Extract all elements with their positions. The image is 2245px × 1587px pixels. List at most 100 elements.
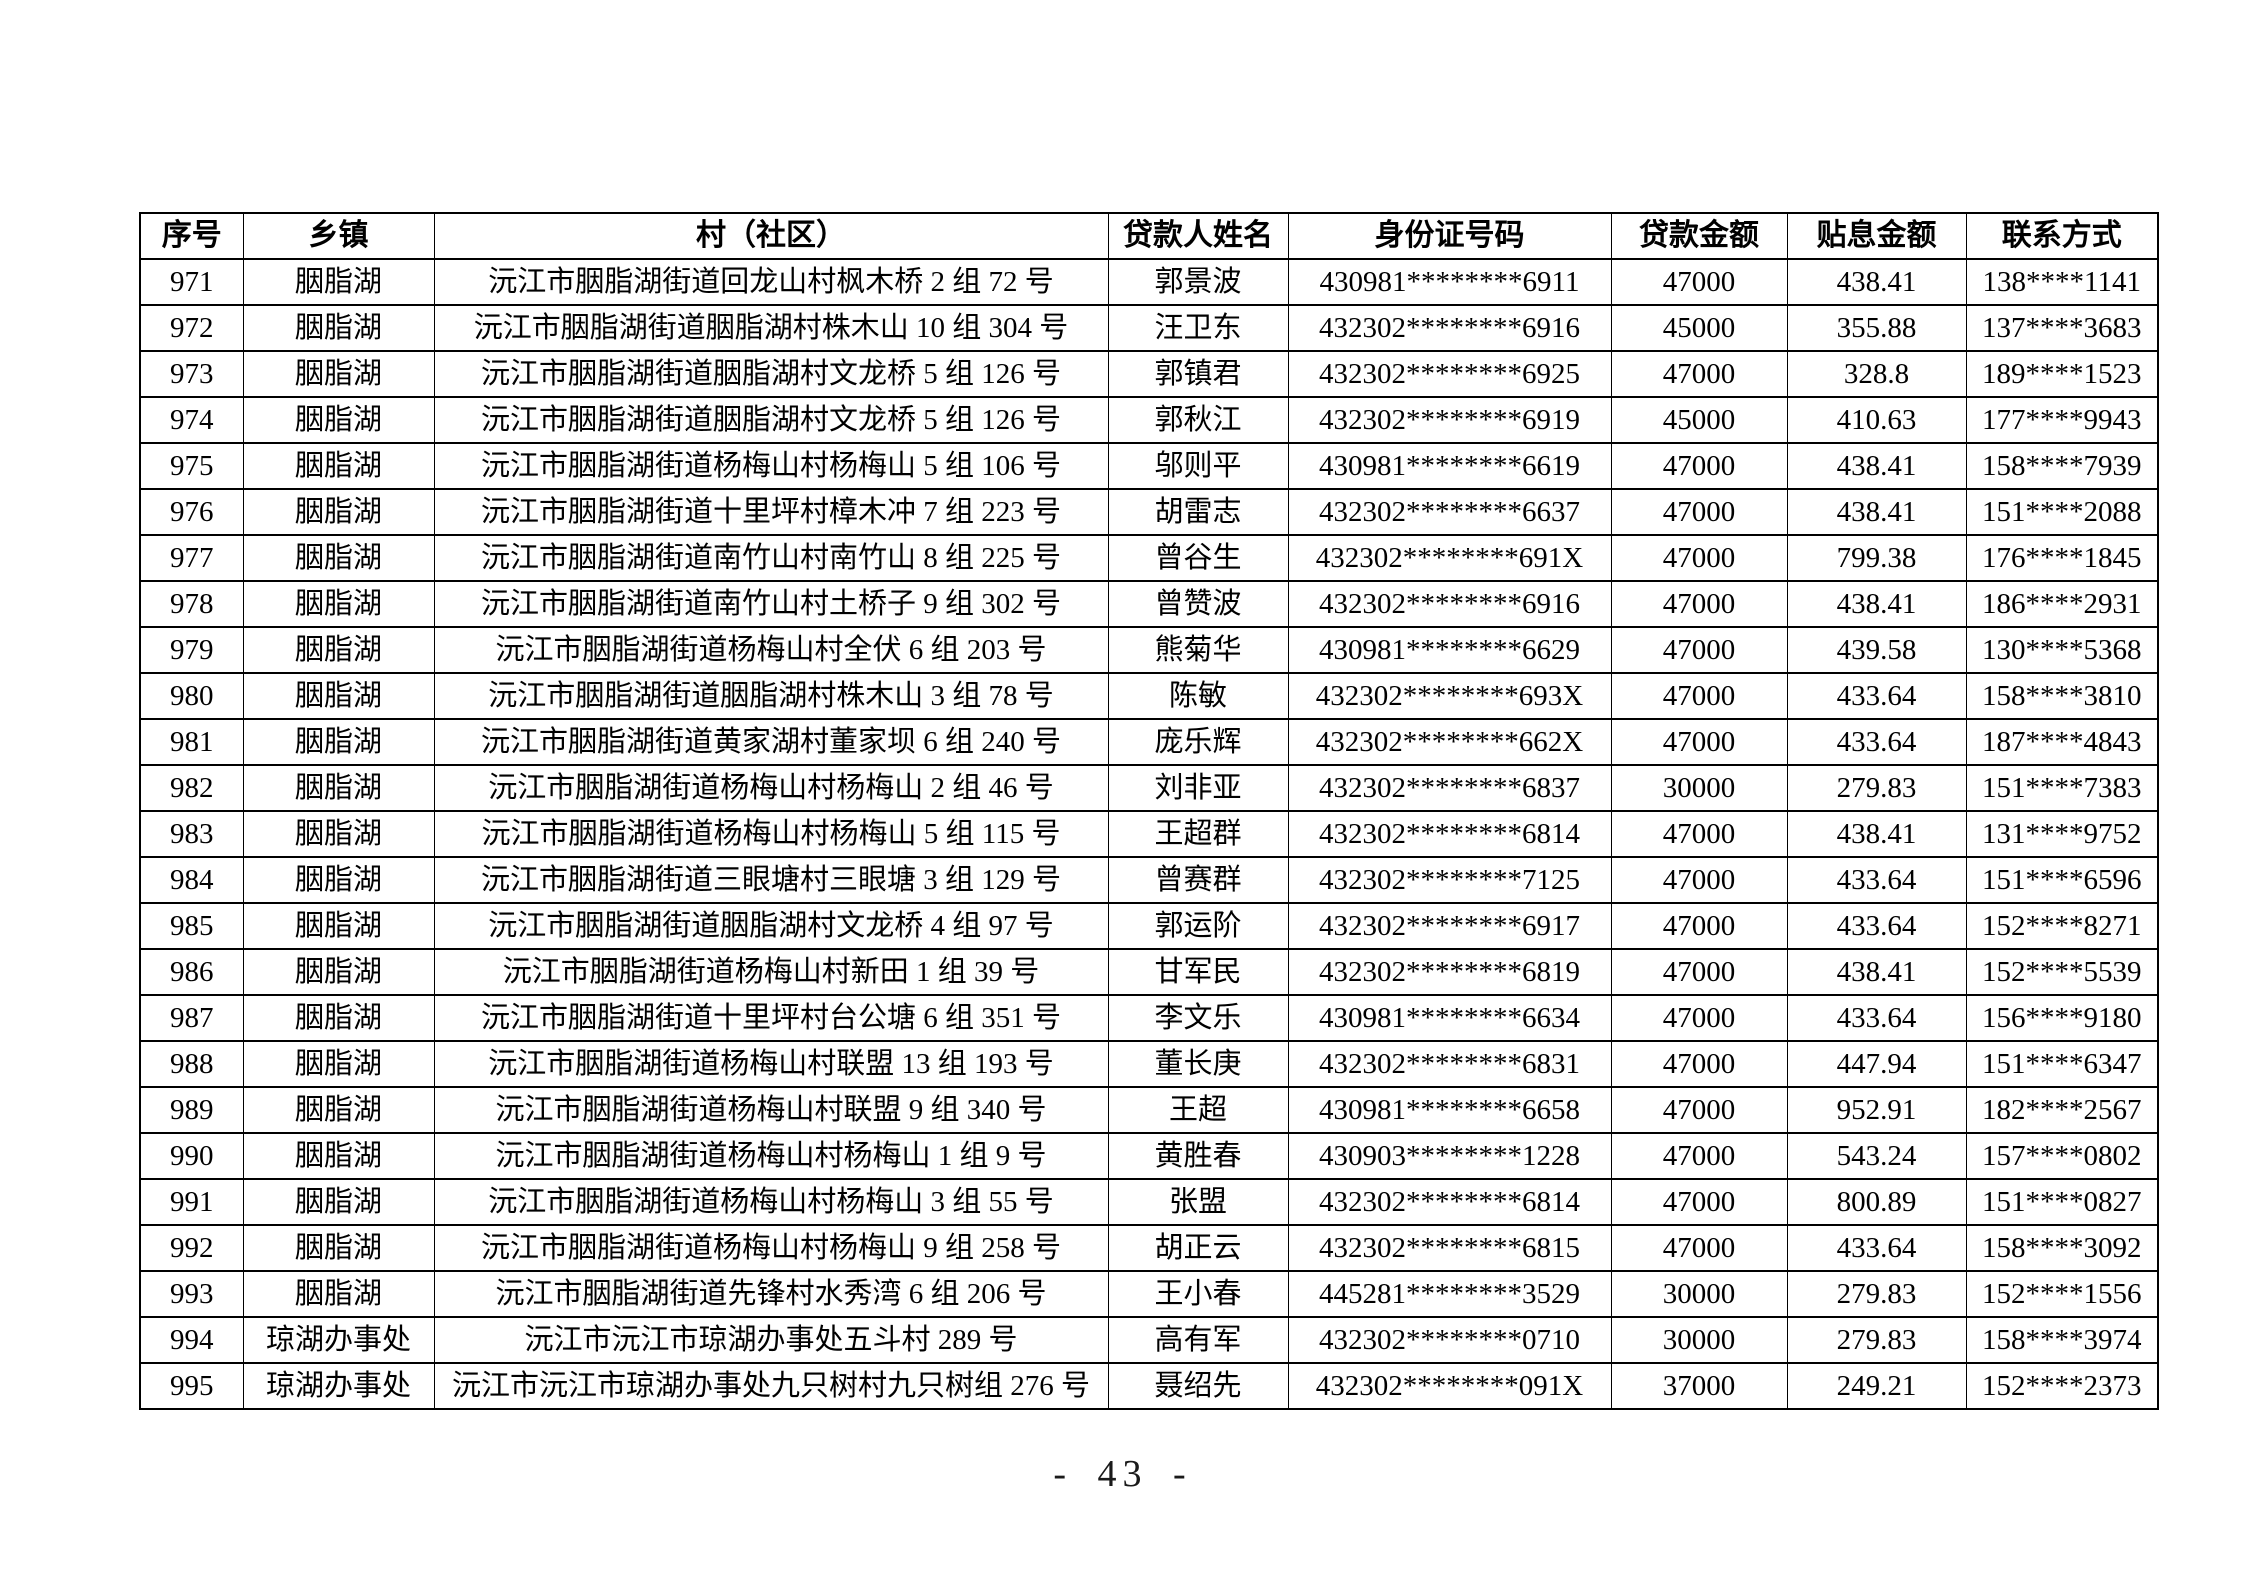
cell-loan-amount: 45000 xyxy=(1610,396,1788,444)
cell-index: 978 xyxy=(139,580,244,628)
cell-index: 973 xyxy=(139,350,244,398)
table-row: 981 胭脂湖 沅江市胭脂湖街道黄家湖村董家坝 6 组 240 号庞乐辉 432302… xyxy=(139,718,2159,766)
cell-borrower-name: 李文乐 xyxy=(1107,994,1289,1042)
cell-contact-phone: 158****7939 xyxy=(1965,442,2159,490)
cell-township: 胭脂湖 xyxy=(242,718,435,766)
cell-subsidy-amount: 952.91 xyxy=(1786,1086,1967,1134)
cell-index: 994 xyxy=(139,1316,244,1364)
cell-loan-amount: 47000 xyxy=(1610,994,1788,1042)
cell-village: 沅江市胭脂湖街道先锋村水秀湾 6 组 206 号 xyxy=(433,1270,1109,1318)
cell-subsidy-amount: 279.83 xyxy=(1786,1270,1967,1318)
cell-contact-phone: 182****2567 xyxy=(1965,1086,2159,1134)
cell-borrower-name: 刘非亚 xyxy=(1107,764,1289,812)
cell-subsidy-amount: 355.88 xyxy=(1786,304,1967,352)
cell-township: 胭脂湖 xyxy=(242,810,435,858)
cell-id-number: 430981********6619 xyxy=(1287,442,1612,490)
cell-index: 982 xyxy=(139,764,244,812)
cell-borrower-name: 曾谷生 xyxy=(1107,534,1289,582)
cell-contact-phone: 158****3810 xyxy=(1965,672,2159,720)
cell-village: 沅江市胭脂湖街道南竹山村南竹山 8 组 225 号 xyxy=(433,534,1109,582)
cell-borrower-name: 聂绍先 xyxy=(1107,1362,1289,1410)
cell-loan-amount: 47000 xyxy=(1610,1178,1788,1226)
cell-contact-phone: 151****6347 xyxy=(1965,1040,2159,1088)
cell-contact-phone: 152****1556 xyxy=(1965,1270,2159,1318)
cell-village: 沅江市胭脂湖街道胭脂湖村株木山 10 组 304 号 xyxy=(433,304,1109,352)
cell-subsidy-amount: 800.89 xyxy=(1786,1178,1967,1226)
cell-id-number: 430981********6911 xyxy=(1287,258,1612,306)
cell-borrower-name: 张盟 xyxy=(1107,1178,1289,1226)
cell-subsidy-amount: 447.94 xyxy=(1786,1040,1967,1088)
table-row: 980 胭脂湖 沅江市胭脂湖街道胭脂湖村株木山 3 组 78 号陈敏 432302**… xyxy=(139,672,2159,720)
cell-township: 胭脂湖 xyxy=(242,1224,435,1272)
cell-loan-amount: 47000 xyxy=(1610,672,1788,720)
table-body: 971 胭脂湖 沅江市胭脂湖街道回龙山村枫木桥 2 组 72 号郭景波 430981*… xyxy=(139,258,2159,1410)
cell-borrower-name: 熊菊华 xyxy=(1107,626,1289,674)
cell-township: 胭脂湖 xyxy=(242,304,435,352)
cell-village: 沅江市胭脂湖街道黄家湖村董家坝 6 组 240 号 xyxy=(433,718,1109,766)
cell-village: 沅江市胭脂湖街道胭脂湖村文龙桥 4 组 97 号 xyxy=(433,902,1109,950)
cell-borrower-name: 王超群 xyxy=(1107,810,1289,858)
cell-village: 沅江市胭脂湖街道杨梅山村联盟 9 组 340 号 xyxy=(433,1086,1109,1134)
cell-borrower-name: 曾赛群 xyxy=(1107,856,1289,904)
cell-township: 胭脂湖 xyxy=(242,764,435,812)
cell-contact-phone: 138****1141 xyxy=(1965,258,2159,306)
cell-loan-amount: 47000 xyxy=(1610,442,1788,490)
cell-borrower-name: 胡正云 xyxy=(1107,1224,1289,1272)
cell-index: 983 xyxy=(139,810,244,858)
cell-loan-amount: 45000 xyxy=(1610,304,1788,352)
cell-loan-amount: 30000 xyxy=(1610,764,1788,812)
cell-subsidy-amount: 438.41 xyxy=(1786,442,1967,490)
cell-township: 胭脂湖 xyxy=(242,350,435,398)
cell-loan-amount: 47000 xyxy=(1610,856,1788,904)
cell-township: 胭脂湖 xyxy=(242,1178,435,1226)
cell-loan-amount: 47000 xyxy=(1610,626,1788,674)
table-row: 984 胭脂湖 沅江市胭脂湖街道三眼塘村三眼塘 3 组 129 号曾赛群 432302… xyxy=(139,856,2159,904)
cell-township: 胭脂湖 xyxy=(242,396,435,444)
cell-id-number: 432302********693X xyxy=(1287,672,1612,720)
cell-loan-amount: 47000 xyxy=(1610,350,1788,398)
cell-contact-phone: 186****2931 xyxy=(1965,580,2159,628)
cell-loan-amount: 47000 xyxy=(1610,580,1788,628)
cell-borrower-name: 王超 xyxy=(1107,1086,1289,1134)
cell-contact-phone: 152****2373 xyxy=(1965,1362,2159,1410)
cell-township: 胭脂湖 xyxy=(242,442,435,490)
table-row: 985 胭脂湖 沅江市胭脂湖街道胭脂湖村文龙桥 4 组 97 号郭运阶 432302*… xyxy=(139,902,2159,950)
cell-contact-phone: 156****9180 xyxy=(1965,994,2159,1042)
cell-borrower-name: 郭秋江 xyxy=(1107,396,1289,444)
cell-index: 984 xyxy=(139,856,244,904)
cell-id-number: 432302********6917 xyxy=(1287,902,1612,950)
cell-contact-phone: 157****0802 xyxy=(1965,1132,2159,1180)
cell-village: 沅江市胭脂湖街道杨梅山村杨梅山 5 组 106 号 xyxy=(433,442,1109,490)
cell-village: 沅江市胭脂湖街道南竹山村土桥子 9 组 302 号 xyxy=(433,580,1109,628)
cell-id-number: 430981********6634 xyxy=(1287,994,1612,1042)
cell-village: 沅江市胭脂湖街道回龙山村枫木桥 2 组 72 号 xyxy=(433,258,1109,306)
cell-village: 沅江市沅江市琼湖办事处九只树村九只树组 276 号 xyxy=(433,1362,1109,1410)
table-row: 975 胭脂湖 沅江市胭脂湖街道杨梅山村杨梅山 5 组 106 号邬则平 430981… xyxy=(139,442,2159,490)
cell-village: 沅江市胭脂湖街道杨梅山村杨梅山 9 组 258 号 xyxy=(433,1224,1109,1272)
cell-index: 988 xyxy=(139,1040,244,1088)
cell-contact-phone: 137****3683 xyxy=(1965,304,2159,352)
cell-index: 990 xyxy=(139,1132,244,1180)
cell-borrower-name: 董长庚 xyxy=(1107,1040,1289,1088)
cell-contact-phone: 130****5368 xyxy=(1965,626,2159,674)
cell-township: 胭脂湖 xyxy=(242,672,435,720)
cell-township: 胭脂湖 xyxy=(242,534,435,582)
cell-index: 977 xyxy=(139,534,244,582)
cell-township: 胭脂湖 xyxy=(242,258,435,306)
loan-subsidy-table: 序号 乡镇 村（社区） 贷款人姓名 身份证号码 贷款金额 贴息金额 联系方式 971 胭脂湖 沅江… xyxy=(139,212,2159,1410)
table-row: 986 胭脂湖 沅江市胭脂湖街道杨梅山村新田 1 组 39 号甘军民 432302**… xyxy=(139,948,2159,996)
cell-loan-amount: 47000 xyxy=(1610,948,1788,996)
cell-subsidy-amount: 279.83 xyxy=(1786,1316,1967,1364)
column-header-id-number: 身份证号码 xyxy=(1287,212,1612,260)
table-row: 991 胭脂湖 沅江市胭脂湖街道杨梅山村杨梅山 3 组 55 号张盟 432302**… xyxy=(139,1178,2159,1226)
cell-township: 胭脂湖 xyxy=(242,948,435,996)
cell-id-number: 432302********6814 xyxy=(1287,1178,1612,1226)
cell-township: 琼湖办事处 xyxy=(242,1316,435,1364)
cell-id-number: 432302********6819 xyxy=(1287,948,1612,996)
cell-borrower-name: 郭景波 xyxy=(1107,258,1289,306)
cell-contact-phone: 158****3092 xyxy=(1965,1224,2159,1272)
cell-contact-phone: 158****3974 xyxy=(1965,1316,2159,1364)
table-row: 995 琼湖办事处 沅江市沅江市琼湖办事处九只树村九只树组 276 号聂绍先 4323… xyxy=(139,1362,2159,1410)
cell-village: 沅江市胭脂湖街道胭脂湖村文龙桥 5 组 126 号 xyxy=(433,396,1109,444)
